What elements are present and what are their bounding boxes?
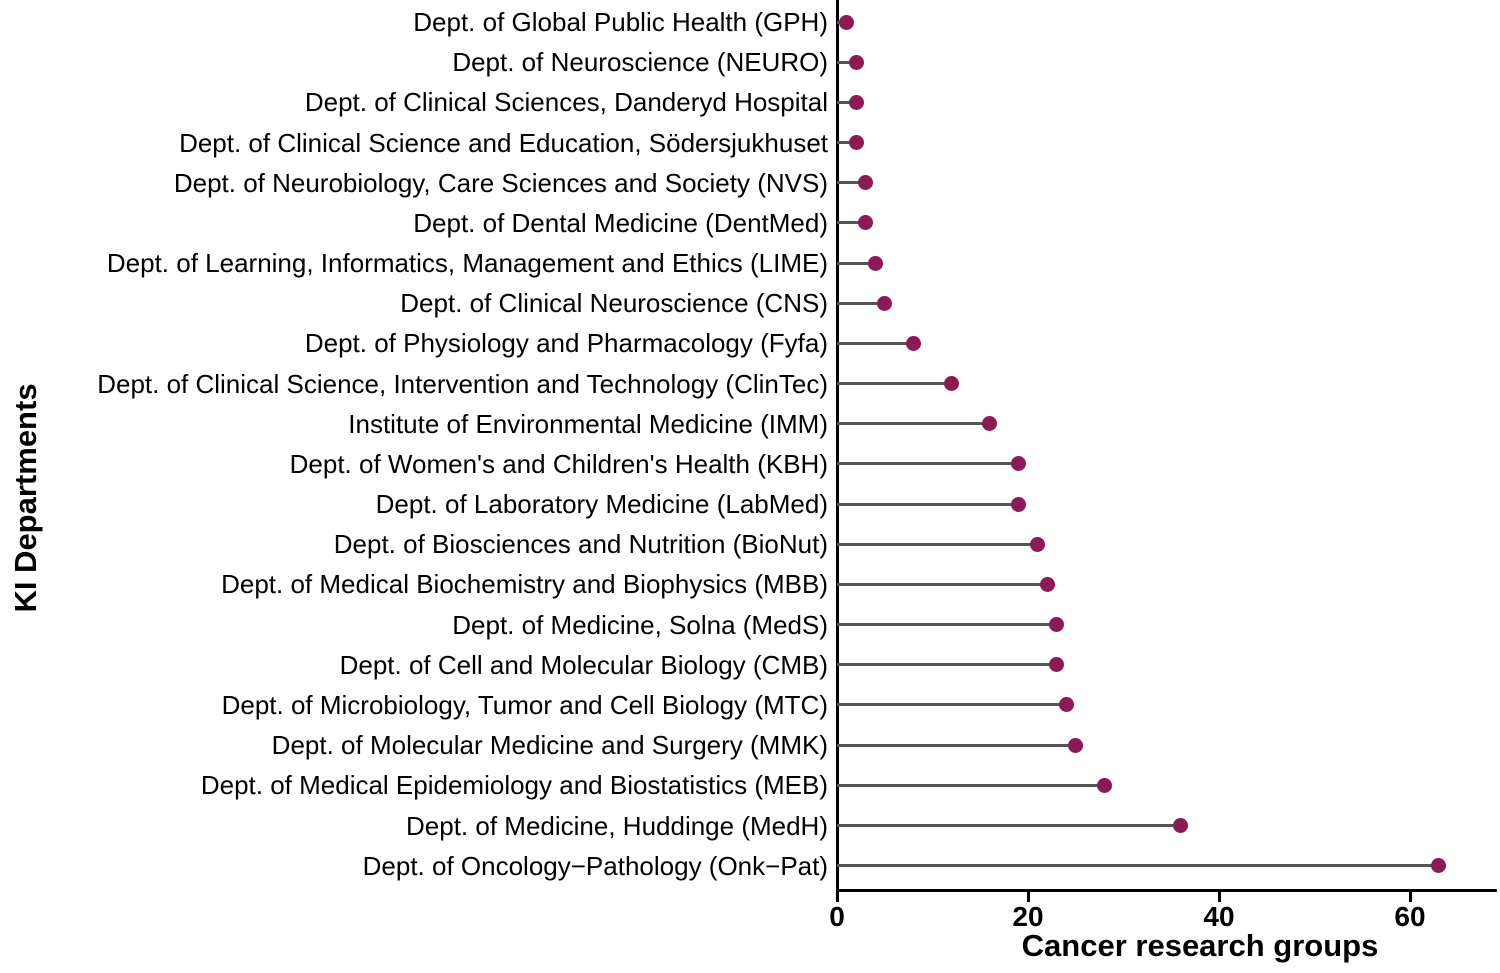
category-label: Dept. of Medicine, Huddinge (MedH) [406,810,828,841]
lollipop-stem [837,623,1057,627]
category-label: Dept. of Global Public Health (GPH) [413,7,828,37]
x-tick [1026,891,1030,902]
category-label: Dept. of Learning, Informatics, Manageme… [106,248,828,279]
category-label: Dept. of Oncology−Pathology (Onk−Pat) [362,850,828,881]
category-label: Dept. of Clinical Sciences, Danderyd Hos… [304,87,828,118]
lollipop-dot [1049,617,1065,633]
x-tick-label: 40 [1203,901,1235,932]
x-tick [1408,891,1412,902]
x-tick-label: 20 [1012,901,1044,932]
lollipop-dot [1039,576,1055,592]
category-label: Dept. of Medical Biochemistry and Biophy… [221,569,828,600]
lollipop-dot [1030,536,1046,552]
lollipop-dot [858,175,874,191]
category-label: Dept. of Molecular Medicine and Surgery … [271,730,828,761]
lollipop-stem [837,542,1038,546]
category-label: Dept. of Neuroscience (NEURO) [452,47,828,78]
lollipop-stem [837,663,1057,667]
category-label: Dept. of Medicine, Solna (MedS) [452,609,828,640]
lollipop-dot [848,94,864,110]
category-label: Dept. of Physiology and Pharmacology (Fy… [304,328,828,359]
lollipop-dot [858,215,874,231]
category-label: Dept. of Clinical Science and Education,… [179,127,828,158]
category-label: Dept. of Microbiology, Tumor and Cell Bi… [221,689,828,720]
lollipop-stem [837,382,952,386]
lollipop-stem [837,60,857,64]
lollipop-dot [1096,777,1112,793]
lollipop-stem [837,221,866,225]
lollipop-stem [837,100,857,104]
category-label: Institute of Environmental Medicine (IMM… [348,408,828,439]
lollipop-stem [837,141,857,145]
lollipop-dot [1431,858,1447,874]
category-label: Dept. of Women's and Children's Health (… [289,448,828,479]
lollipop-stem [837,462,1019,466]
lollipop-dot [839,14,855,30]
lollipop-stem [837,783,1105,787]
lollipop-dot [1049,657,1065,673]
category-label: Dept. of Biosciences and Nutrition (BioN… [333,529,828,560]
lollipop-stem [837,341,914,345]
lollipop-stem [837,703,1067,707]
lollipop-stem [837,824,1181,828]
lollipop-stem [837,301,885,305]
lollipop-dot [848,135,864,151]
category-label: Dept. of Clinical Science, Intervention … [97,368,828,399]
lollipop-dot [1068,737,1084,753]
lollipop-dot [848,54,864,70]
lollipop-dot [1173,818,1189,834]
y-axis-title: KI Departments [8,383,43,613]
lollipop-stem [837,502,1019,506]
x-axis-line [835,888,1497,892]
lollipop-dot [1010,456,1026,472]
lollipop-stem [837,261,876,265]
category-label: Dept. of Laboratory Medicine (LabMed) [375,489,828,520]
category-label: Dept. of Medical Epidemiology and Biosta… [200,770,828,801]
x-axis-title: Cancer research groups [1021,928,1379,963]
lollipop-dot [982,416,998,432]
category-label: Dept. of Dental Medicine (DentMed) [413,207,828,238]
lollipop-stem [837,181,866,185]
x-tick [1217,891,1221,902]
lollipop-dot [877,295,893,311]
x-tick [835,891,839,902]
lollipop-stem [837,864,1439,868]
lollipop-dot [1058,697,1074,713]
lollipop-dot [867,255,883,271]
lollipop-stem [837,422,990,426]
lollipop-dot [1010,496,1026,512]
x-tick-label: 0 [829,901,845,932]
lollipop-dot [905,335,921,351]
lollipop-dot [944,376,960,392]
y-axis-line [835,0,839,891]
lollipop-stem [837,743,1076,747]
x-tick-label: 60 [1394,901,1426,932]
category-label: Dept. of Clinical Neuroscience (CNS) [400,288,828,319]
category-label: Dept. of Neurobiology, Care Sciences and… [173,167,828,198]
lollipop-stem [837,582,1048,586]
category-label: Dept. of Cell and Molecular Biology (CMB… [339,649,828,680]
